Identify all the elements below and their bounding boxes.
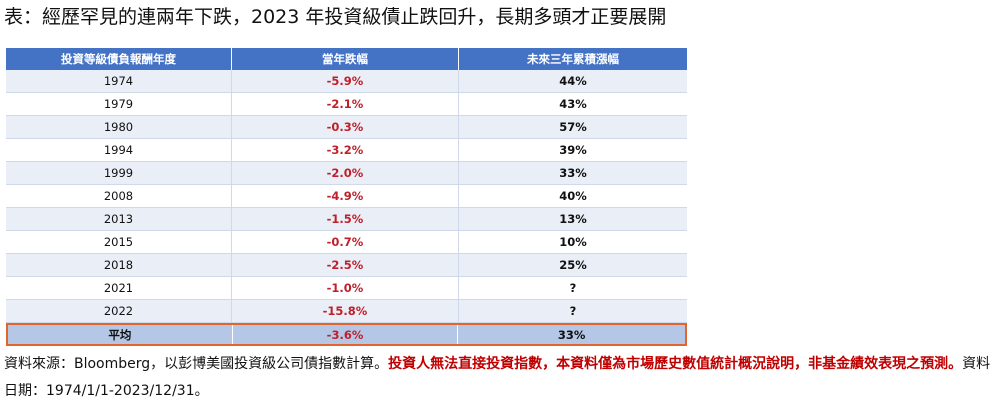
gain-cell: 39% xyxy=(559,143,587,157)
gain-cell: ? xyxy=(569,281,577,295)
gain-cell: 57% xyxy=(559,120,587,134)
source-note: 資料來源：Bloomberg，以彭博美國投資級公司債指數計算。投資人無法直接投資… xyxy=(4,351,1000,405)
table-row: 1974 -5.9% 44% xyxy=(6,70,687,93)
gain-cell: ? xyxy=(569,304,577,318)
gain-cell: 43% xyxy=(559,97,587,111)
table-row: 1994 -3.2% 39% xyxy=(6,139,687,162)
average-row: 平均 -3.6% 33% xyxy=(6,323,687,346)
year-cell: 1979 xyxy=(6,93,232,115)
gain-cell: 13% xyxy=(559,212,587,226)
decline-cell: -0.3% xyxy=(232,116,459,138)
table-header-row: 投資等級債負報酬年度 當年跌幅 未來三年累積漲幅 xyxy=(6,48,687,70)
page-title: 表：經歷罕見的連兩年下跌，2023 年投資級債止跌回升，長期多頭才正要展開 xyxy=(4,6,667,28)
year-cell: 2018 xyxy=(6,254,232,276)
decline-cell: -0.7% xyxy=(232,231,459,253)
table-row: 2008 -4.9% 40% xyxy=(6,185,687,208)
decline-cell: -1.5% xyxy=(232,208,459,230)
column-header-decline: 當年跌幅 xyxy=(232,48,459,70)
decline-cell: -15.8% xyxy=(232,300,459,322)
source-note-date: 資料日期：1974/1/1-2023/12/31。 xyxy=(4,356,991,399)
table-row: 2013 -1.5% 13% xyxy=(6,208,687,231)
decline-cell: -4.9% xyxy=(232,185,459,207)
table-row: 1979 -2.1% 43% xyxy=(6,93,687,116)
source-note-prefix: 資料來源：Bloomberg，以彭博美國投資級公司債指數計算。 xyxy=(4,356,389,372)
gain-cell: 25% xyxy=(559,258,587,272)
year-cell: 2021 xyxy=(6,277,232,299)
year-cell: 2013 xyxy=(6,208,232,230)
decline-cell: -5.9% xyxy=(232,70,459,92)
average-decline: -3.6% xyxy=(233,325,459,344)
average-label: 平均 xyxy=(8,325,233,344)
year-cell: 1994 xyxy=(6,139,232,161)
decline-cell: -2.5% xyxy=(232,254,459,276)
decline-cell: -1.0% xyxy=(232,277,459,299)
returns-table: 投資等級債負報酬年度 當年跌幅 未來三年累積漲幅 1974 -5.9% 44% 197… xyxy=(6,48,687,346)
year-cell: 1974 xyxy=(6,70,232,92)
year-cell: 2015 xyxy=(6,231,232,253)
disclaimer-text: 投資人無法直接投資指數，本資料僅為市場歷史數值統計概況說明，非基金績效表現之預測… xyxy=(388,356,963,372)
table-row: 1980 -0.3% 57% xyxy=(6,116,687,139)
table-row: 2015 -0.7% 10% xyxy=(6,231,687,254)
column-header-gain: 未來三年累積漲幅 xyxy=(527,52,619,66)
column-header-year: 投資等級債負報酬年度 xyxy=(6,48,232,70)
decline-cell: -3.2% xyxy=(232,139,459,161)
table-row: 2021 -1.0%? xyxy=(6,277,687,300)
year-cell: 1999 xyxy=(6,162,232,184)
table-row: 2022 -15.8%? xyxy=(6,300,687,323)
decline-cell: -2.1% xyxy=(232,93,459,115)
decline-cell: -2.0% xyxy=(232,162,459,184)
gain-cell: 33% xyxy=(559,166,587,180)
gain-cell: 40% xyxy=(559,189,587,203)
year-cell: 2022 xyxy=(6,300,232,322)
year-cell: 2008 xyxy=(6,185,232,207)
year-cell: 1980 xyxy=(6,116,232,138)
average-gain: 33% xyxy=(557,327,586,342)
gain-cell: 44% xyxy=(559,74,587,88)
table-body: 1974 -5.9% 44% 1979 -2.1% 43% 1980 -0.3% 57% 1994… xyxy=(6,70,687,323)
table-row: 2018 -2.5% 25% xyxy=(6,254,687,277)
gain-cell: 10% xyxy=(559,235,587,249)
table-row: 1999 -2.0% 33% xyxy=(6,162,687,185)
